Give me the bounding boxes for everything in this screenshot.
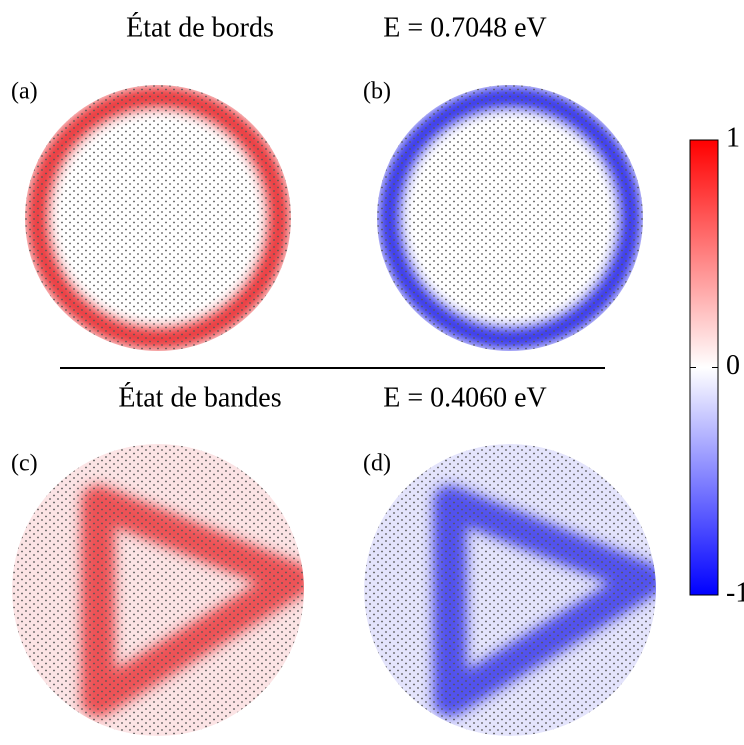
density-map — [25, 85, 291, 351]
panel-label: (b) — [363, 79, 391, 105]
tick-label: 1 — [726, 122, 740, 153]
row-title: État de bandes — [118, 382, 281, 413]
panel-label: (c) — [11, 451, 38, 477]
panel-label: (d) — [363, 451, 391, 477]
lattice — [25, 85, 291, 351]
lattice — [364, 444, 656, 736]
density-map — [12, 444, 304, 736]
panel-label: (a) — [11, 79, 38, 105]
tick-label: -1 — [726, 577, 744, 608]
lattice — [12, 444, 304, 736]
energy-label: E = 0.7048 eV — [383, 12, 547, 43]
tick-label: 0 — [726, 350, 740, 381]
density-map — [364, 444, 656, 736]
energy-label: E = 0.4060 eV — [383, 382, 547, 413]
lattice — [377, 85, 643, 351]
row-title: État de bords — [126, 12, 274, 43]
density-map — [377, 85, 643, 351]
